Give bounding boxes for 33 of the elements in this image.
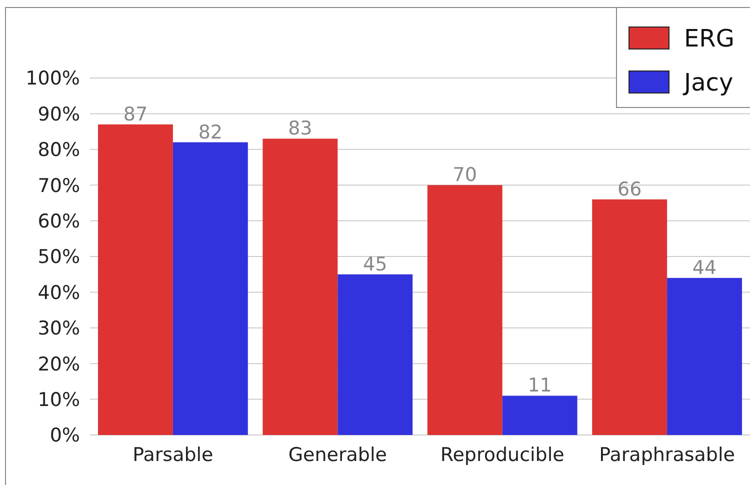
x-tick-label: Generable <box>288 444 387 466</box>
bar <box>667 278 742 435</box>
y-tick-label: 90% <box>38 103 80 126</box>
data-label: 87 <box>123 103 148 126</box>
data-label: 83 <box>288 118 312 140</box>
data-label: 66 <box>617 178 642 200</box>
x-tick-label: Parsable <box>132 444 214 466</box>
x-tick-label: Reproducible <box>440 444 564 466</box>
data-label: 11 <box>528 374 552 397</box>
data-label: 82 <box>198 121 223 144</box>
bar <box>502 396 578 435</box>
y-tick-label: 40% <box>38 282 80 304</box>
x-tick-label: Paraphrasable <box>599 444 735 466</box>
data-label: 45 <box>363 253 388 276</box>
bar <box>172 142 248 435</box>
legend-label: Jacy <box>682 68 734 96</box>
y-tick-label: 70% <box>38 174 80 197</box>
bar <box>592 199 668 435</box>
y-tick-label: 30% <box>38 318 80 340</box>
data-label: 70 <box>452 164 477 186</box>
bar <box>262 138 338 435</box>
y-tick-label: 50% <box>38 246 80 268</box>
legend-label: ERG <box>684 24 734 52</box>
data-label: 44 <box>692 256 717 279</box>
bar <box>338 274 413 435</box>
y-tick-label: 10% <box>38 388 80 411</box>
bar <box>98 124 173 435</box>
bar <box>427 185 502 435</box>
y-tick-label: 100% <box>26 68 80 90</box>
y-tick-label: 20% <box>38 353 80 376</box>
y-tick-label: 80% <box>38 139 80 162</box>
y-tick-label: 60% <box>38 210 80 232</box>
y-tick-label: 0% <box>50 424 80 447</box>
